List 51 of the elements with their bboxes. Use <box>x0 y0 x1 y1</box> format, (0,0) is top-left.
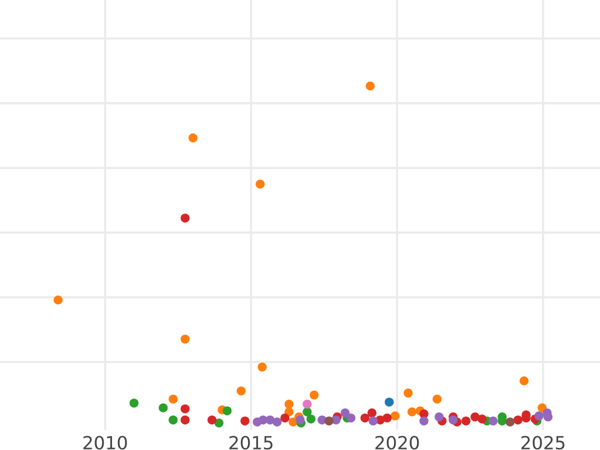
point <box>367 408 376 418</box>
point <box>340 408 350 418</box>
point <box>222 406 232 416</box>
point <box>346 413 356 422</box>
point <box>306 414 316 424</box>
point <box>324 416 334 426</box>
point <box>434 412 444 422</box>
point <box>158 403 168 412</box>
point <box>272 417 282 426</box>
point <box>368 416 378 426</box>
point <box>256 180 265 189</box>
point <box>520 376 529 386</box>
point <box>310 390 319 400</box>
x-tick-label: 2015 <box>229 436 272 450</box>
point <box>488 416 498 426</box>
point <box>390 411 400 420</box>
point <box>478 414 487 424</box>
point <box>419 416 428 426</box>
point <box>207 415 216 424</box>
point <box>258 362 267 372</box>
point <box>534 411 544 420</box>
point <box>280 413 290 422</box>
point <box>188 133 198 142</box>
point <box>407 407 416 416</box>
point <box>236 386 246 396</box>
point <box>432 394 442 404</box>
x-tick-label: 2020 <box>375 436 419 450</box>
point <box>302 400 312 409</box>
point <box>448 415 458 424</box>
point <box>384 398 394 407</box>
point <box>180 404 190 414</box>
point <box>382 413 392 422</box>
point <box>168 394 178 404</box>
point <box>168 415 178 424</box>
point <box>513 415 522 424</box>
point <box>54 295 63 304</box>
point <box>366 82 375 90</box>
point <box>461 416 470 426</box>
point <box>360 413 370 422</box>
point <box>404 388 413 398</box>
point <box>180 415 190 424</box>
point <box>214 418 224 428</box>
point <box>180 334 190 344</box>
point <box>130 398 139 408</box>
x-tick-label: 2025 <box>521 436 564 450</box>
point <box>240 416 250 426</box>
x-tick-label: 2010 <box>83 436 127 450</box>
point <box>506 417 515 426</box>
point <box>180 214 190 223</box>
point <box>296 415 305 424</box>
point <box>284 400 294 409</box>
